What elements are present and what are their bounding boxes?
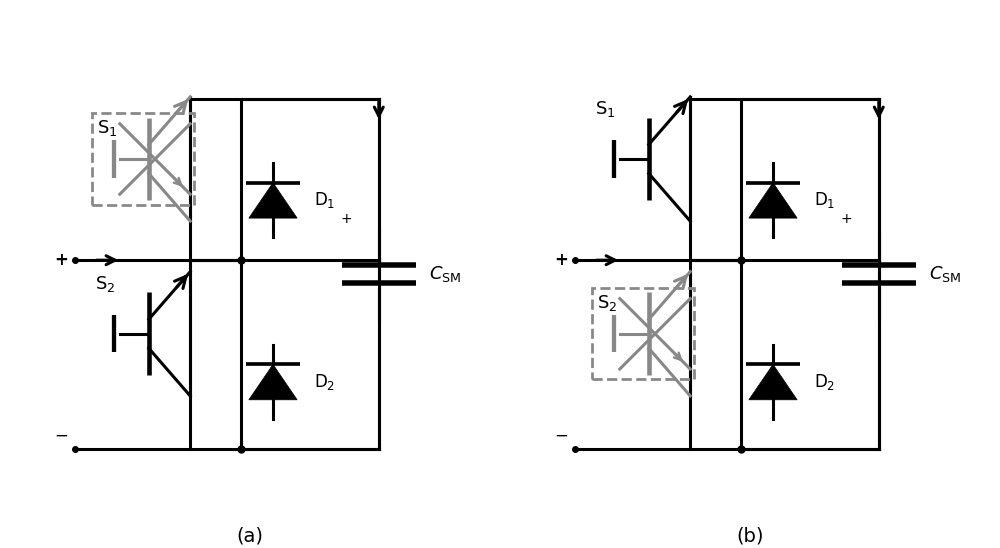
Text: +: + xyxy=(554,251,568,269)
Text: $C_{\rm SM}$: $C_{\rm SM}$ xyxy=(929,264,962,284)
Text: $C_{\rm SM}$: $C_{\rm SM}$ xyxy=(429,264,462,284)
Bar xyxy=(92,113,194,204)
Polygon shape xyxy=(249,364,297,400)
Text: $\rm D_1$: $\rm D_1$ xyxy=(814,190,836,210)
Text: $\rm D_2$: $\rm D_2$ xyxy=(314,372,336,392)
Polygon shape xyxy=(749,182,797,218)
Polygon shape xyxy=(749,364,797,400)
Bar xyxy=(592,288,694,379)
Text: $\mathrm{S_1}$: $\mathrm{S_1}$ xyxy=(97,118,117,138)
Polygon shape xyxy=(249,182,297,218)
Text: $\mathrm{S_2}$: $\mathrm{S_2}$ xyxy=(597,293,617,313)
Text: $\rm D_1$: $\rm D_1$ xyxy=(314,190,336,210)
Text: $\mathrm{S_1}$: $\mathrm{S_1}$ xyxy=(595,99,615,119)
Text: +: + xyxy=(54,251,68,269)
Text: (b): (b) xyxy=(736,527,764,546)
Text: +: + xyxy=(841,212,852,226)
Text: $-$: $-$ xyxy=(554,426,568,444)
Text: $\mathrm{S_2}$: $\mathrm{S_2}$ xyxy=(95,274,115,294)
Text: $\rm D_2$: $\rm D_2$ xyxy=(814,372,836,392)
Text: $-$: $-$ xyxy=(54,426,68,444)
Text: +: + xyxy=(341,212,352,226)
Text: (a): (a) xyxy=(237,527,264,546)
